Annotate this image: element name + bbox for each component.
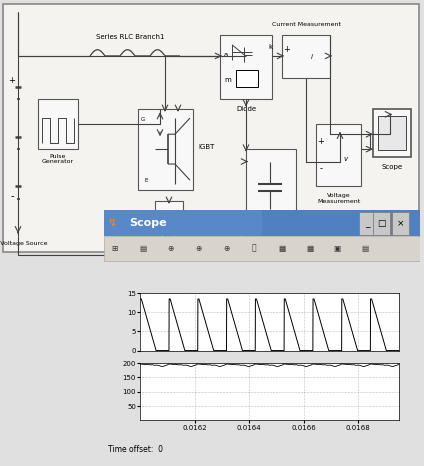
Bar <box>220 35 272 99</box>
Text: IGBT: IGBT <box>198 144 215 150</box>
Text: Scope: Scope <box>382 164 402 170</box>
Bar <box>104 236 420 261</box>
Text: v: v <box>344 156 348 162</box>
Text: 🔭: 🔭 <box>251 244 256 253</box>
Text: ⊕: ⊕ <box>223 244 229 253</box>
Text: Series RLC Branch1: Series RLC Branch1 <box>96 34 164 40</box>
Bar <box>392 212 409 234</box>
Text: Voltage
Measurement: Voltage Measurement <box>317 193 360 204</box>
Text: +: + <box>284 45 290 54</box>
Text: +: + <box>318 137 324 146</box>
Text: ▦: ▦ <box>278 244 285 253</box>
Text: ▤: ▤ <box>362 244 369 253</box>
Text: ×: × <box>397 219 404 228</box>
Text: ⊕: ⊕ <box>195 244 201 253</box>
Text: Time offset:  0: Time offset: 0 <box>108 445 163 454</box>
Text: ⊞: ⊞ <box>112 244 118 253</box>
Text: G: G <box>141 117 145 122</box>
Text: -: - <box>320 164 323 173</box>
Text: Pulse
Generator: Pulse Generator <box>42 154 74 164</box>
Text: _: _ <box>365 219 370 228</box>
Text: +: + <box>8 76 15 85</box>
Bar <box>104 210 262 236</box>
Bar <box>155 201 183 229</box>
Bar <box>282 35 330 78</box>
Bar <box>316 124 361 186</box>
Text: i: i <box>311 54 313 60</box>
Bar <box>138 110 193 190</box>
Bar <box>246 149 296 224</box>
Text: Diode: Diode <box>236 106 256 112</box>
Bar <box>359 212 376 234</box>
Bar <box>373 110 411 157</box>
Bar <box>38 99 78 149</box>
Text: k: k <box>268 44 272 50</box>
Text: Parallel RLC
Branch: Parallel RLC Branch <box>253 231 290 241</box>
Text: Scope: Scope <box>129 218 167 228</box>
Text: ▦: ▦ <box>306 244 313 253</box>
Bar <box>373 212 391 234</box>
Bar <box>104 210 420 236</box>
Text: ↯: ↯ <box>107 218 117 228</box>
Text: E: E <box>144 178 148 183</box>
Bar <box>378 116 406 151</box>
Text: m: m <box>224 76 231 82</box>
Text: □: □ <box>378 219 386 228</box>
Text: -: - <box>10 192 14 201</box>
Bar <box>236 69 258 87</box>
Text: DC Voltage Source: DC Voltage Source <box>0 241 47 246</box>
Text: ▣: ▣ <box>334 244 341 253</box>
Text: Current Measurement: Current Measurement <box>271 22 340 27</box>
Text: ▤: ▤ <box>139 244 146 253</box>
Text: ⊕: ⊕ <box>167 244 174 253</box>
Text: a: a <box>224 52 228 58</box>
